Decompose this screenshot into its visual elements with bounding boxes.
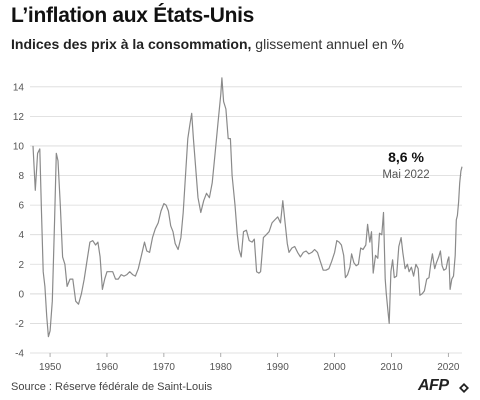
chart-subtitle: Indices des prix à la consommation, glis… [11, 36, 404, 52]
y-tick-label: 2 [18, 260, 24, 271]
x-tick-label: 1980 [210, 362, 233, 373]
subtitle-bold: Indices des prix à la consommation, [11, 36, 252, 52]
y-tick-label: 6 [18, 201, 24, 212]
annotation-date: Mai 2022 [382, 169, 429, 181]
y-tick-label: 12 [13, 112, 25, 123]
source-note: Source : Réserve fédérale de Saint-Louis [11, 381, 213, 393]
x-tick-label: 1960 [96, 362, 119, 373]
y-tick-label: 8 [18, 171, 24, 182]
afp-logo-mark-icon [459, 383, 469, 393]
x-tick-labels: 1950 1960 1970 1980 1990 2000 2010 2020 [39, 353, 460, 373]
subtitle-rest: glissement annuel en % [251, 36, 404, 52]
y-tick-label: -4 [15, 349, 24, 360]
x-tick-label: 1990 [267, 362, 290, 373]
x-tick-label: 2020 [437, 362, 460, 373]
afp-logo: AFP [418, 377, 449, 394]
inflation-series-line [32, 77, 463, 338]
x-tick-label: 2010 [380, 362, 403, 373]
grid-layer [30, 86, 462, 354]
y-tick-label: 14 [13, 82, 25, 93]
x-tick-label: 2000 [323, 362, 346, 373]
y-tick-label: 4 [18, 230, 24, 241]
y-tick-label: -2 [15, 319, 24, 330]
x-tick-label: 1950 [39, 362, 62, 373]
x-tick-label: 1970 [153, 362, 176, 373]
y-tick-label: 0 [18, 289, 24, 300]
chart-title: L’inflation aux États-Unis [11, 4, 255, 27]
annotation-value: 8,6 % [388, 149, 424, 165]
y-tick-labels: -4 -2 0 2 4 6 8 10 12 14 [13, 82, 25, 359]
y-tick-label: 10 [13, 141, 25, 152]
